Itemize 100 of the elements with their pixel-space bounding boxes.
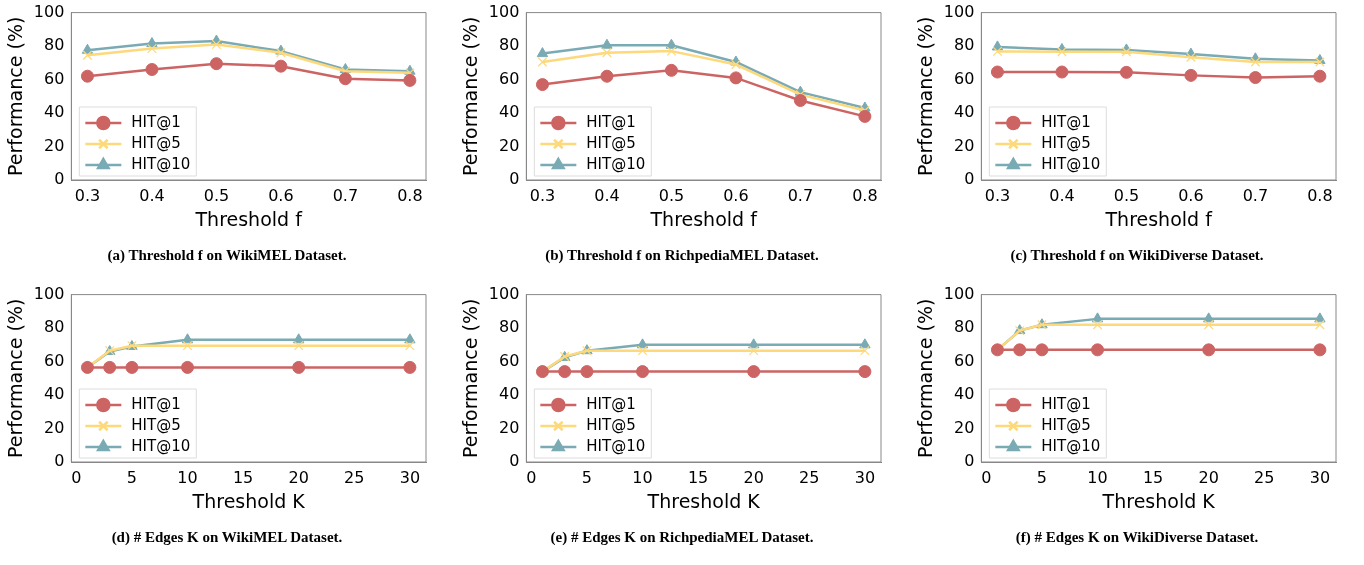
- y-tick-label: 80: [953, 317, 975, 337]
- x-tick-label: 30: [399, 467, 421, 487]
- y-tick-label: 60: [498, 350, 520, 370]
- x-tick-label: 0.6: [1178, 185, 1204, 205]
- x-tick-label: 0.3: [529, 185, 556, 205]
- y-tick-label: 100: [943, 1, 975, 21]
- text: (a) Threshold f on WikiMEL Dataset.: [106, 247, 348, 264]
- x-tick-label: 5: [1036, 467, 1048, 487]
- legend-label: HIT@10: [586, 436, 646, 455]
- y-tick-label: 40: [498, 384, 520, 404]
- x-tick-label: 5: [126, 467, 138, 487]
- y-tick-label: 0: [54, 169, 65, 189]
- text: (b) Threshold f on RichpediaMEL Dataset.: [544, 247, 820, 264]
- x-tick-label: 10: [1087, 467, 1108, 487]
- x-tick-label: 5: [581, 467, 593, 487]
- x-axis-title: Threshold K: [646, 489, 761, 512]
- y-tick-label: 100: [33, 1, 65, 21]
- x-tick-label: 10: [177, 467, 198, 487]
- x-tick-label: 15: [1142, 467, 1164, 487]
- x-tick-label: 0.5: [658, 185, 685, 205]
- x-axis-title: Threshold f: [194, 207, 304, 230]
- x-tick-label: 0.7: [1242, 185, 1269, 205]
- y-axis-title: Performance (%): [4, 298, 27, 458]
- x-tick-label: 0.8: [852, 185, 878, 205]
- x-tick-label: 0.7: [787, 185, 814, 205]
- legend-label: HIT@10: [1041, 154, 1101, 173]
- legend-label: HIT@1: [131, 394, 181, 413]
- x-tick-label: 0.3: [74, 185, 101, 205]
- legend-label: HIT@10: [131, 436, 191, 455]
- y-tick-label: 0: [509, 169, 520, 189]
- legend-label: HIT@1: [586, 394, 636, 413]
- x-tick-label: 15: [687, 467, 709, 487]
- y-tick-label: 0: [509, 451, 520, 471]
- x-tick-label: 20: [1198, 467, 1219, 487]
- y-tick-label: 20: [953, 135, 975, 155]
- x-tick-label: 25: [799, 467, 820, 487]
- text: (c) Threshold f on WikiDiverse Dataset.: [1009, 247, 1265, 264]
- x-tick-label: 20: [288, 467, 309, 487]
- x-tick-label: 25: [1254, 467, 1275, 487]
- x-tick-label: 0.8: [397, 185, 423, 205]
- y-tick-label: 20: [43, 417, 65, 437]
- y-axis-title: Performance (%): [459, 16, 482, 176]
- y-tick-label: 40: [43, 384, 65, 404]
- y-tick-label: 80: [43, 317, 65, 337]
- legend-label: HIT@10: [1041, 436, 1101, 455]
- x-tick-label: 25: [344, 467, 365, 487]
- legend-label: HIT@1: [1041, 112, 1091, 131]
- y-tick-label: 0: [54, 451, 65, 471]
- text: (e) # Edges K on RichpediaMEL Dataset.: [549, 529, 815, 546]
- y-tick-label: 40: [43, 102, 65, 122]
- x-tick-label: 0.4: [594, 185, 620, 205]
- x-tick-label: 20: [743, 467, 764, 487]
- y-tick-label: 100: [33, 283, 65, 303]
- y-tick-label: 0: [964, 451, 975, 471]
- legend-label: HIT@1: [586, 112, 636, 131]
- y-axis-title: Performance (%): [459, 298, 482, 458]
- legend-label: HIT@5: [1041, 133, 1091, 152]
- x-tick-label: 0.5: [1113, 185, 1140, 205]
- y-axis-title: Performance (%): [4, 16, 27, 176]
- text: (d) # Edges K on WikiMEL Dataset.: [110, 529, 344, 546]
- y-tick-label: 0: [964, 169, 975, 189]
- y-tick-label: 60: [498, 68, 520, 88]
- legend-label: HIT@10: [586, 154, 646, 173]
- x-axis-title: Threshold K: [191, 489, 306, 512]
- legend-label: HIT@5: [1041, 415, 1091, 434]
- y-tick-label: 20: [498, 135, 520, 155]
- x-tick-label: 0: [71, 467, 82, 487]
- y-axis-title: Performance (%): [914, 16, 937, 176]
- x-tick-label: 0.3: [984, 185, 1011, 205]
- y-tick-label: 80: [498, 317, 520, 337]
- x-tick-label: 0.8: [1307, 185, 1333, 205]
- legend-label: HIT@1: [131, 112, 181, 131]
- x-tick-label: 0.6: [723, 185, 749, 205]
- y-tick-label: 80: [498, 35, 520, 55]
- y-tick-label: 100: [943, 283, 975, 303]
- x-tick-label: 30: [1309, 467, 1331, 487]
- y-tick-label: 20: [43, 135, 65, 155]
- x-tick-label: 0.4: [139, 185, 165, 205]
- y-tick-label: 80: [43, 35, 65, 55]
- y-tick-label: 40: [953, 102, 975, 122]
- x-tick-label: 0: [526, 467, 537, 487]
- x-tick-label: 0: [981, 467, 992, 487]
- legend-label: HIT@5: [131, 415, 181, 434]
- legend-label: HIT@1: [1041, 394, 1091, 413]
- y-axis-title: Performance (%): [914, 298, 937, 458]
- x-tick-label: 10: [632, 467, 653, 487]
- x-tick-label: 0.5: [203, 185, 230, 205]
- legend-label: HIT@10: [131, 154, 191, 173]
- y-tick-label: 100: [488, 283, 520, 303]
- legend-label: HIT@5: [586, 133, 636, 152]
- x-axis-title: Threshold K: [1101, 489, 1216, 512]
- x-tick-label: 15: [232, 467, 254, 487]
- y-tick-label: 60: [43, 350, 65, 370]
- x-tick-label: 0.7: [332, 185, 359, 205]
- y-tick-label: 60: [43, 68, 65, 88]
- x-axis-title: Threshold f: [649, 207, 759, 230]
- y-tick-label: 60: [953, 350, 975, 370]
- y-tick-label: 40: [498, 102, 520, 122]
- y-tick-label: 80: [953, 35, 975, 55]
- y-tick-label: 20: [953, 417, 975, 437]
